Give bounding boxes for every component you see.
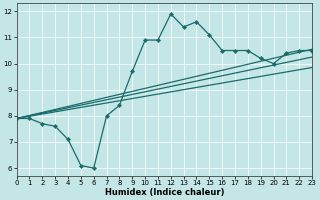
X-axis label: Humidex (Indice chaleur): Humidex (Indice chaleur) xyxy=(105,188,224,197)
